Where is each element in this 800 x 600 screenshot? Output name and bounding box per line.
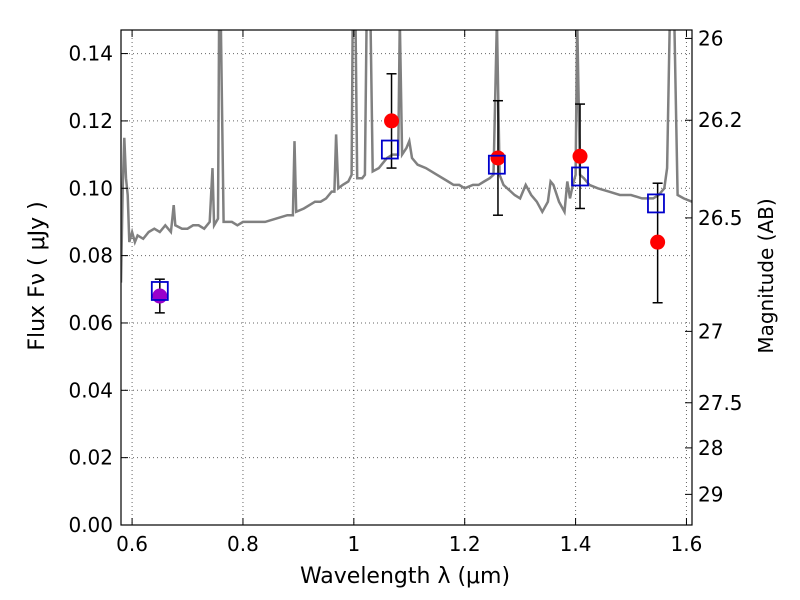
y-tick-label: 0.14 — [68, 42, 113, 66]
y-tick-label: 0.02 — [68, 446, 113, 470]
y-tick-label: 0.12 — [68, 109, 113, 133]
x-tick-label: 1.4 — [560, 532, 592, 556]
model-point — [150, 281, 169, 301]
spectrum-series — [121, 30, 692, 283]
grid-lines — [121, 30, 692, 526]
y-tick-label: 0.00 — [68, 513, 113, 537]
y-axis-label: Flux Fν ( μJy ) — [25, 201, 50, 350]
axes: 0.6 0.8 1 1.2 1.4 1.6 0.00 0.02 0.04 0.06 0.08 0.10… — [68, 26, 742, 556]
mag-tick-label: 26.2 — [698, 108, 743, 132]
model-point — [571, 166, 589, 187]
y-tick-label: 0.08 — [68, 244, 113, 268]
mag-tick-label: 29 — [698, 482, 723, 506]
observed-point — [572, 148, 588, 164]
observed-point — [384, 113, 400, 129]
mag-tick-label: 26 — [698, 26, 723, 50]
x-axis-label: Wavelength λ (μm) — [300, 564, 510, 589]
y2-axis-label: Magnitude (AB) — [754, 198, 778, 353]
x-tick-label: 1.6 — [671, 532, 703, 556]
x-tick-label: 0.8 — [227, 532, 259, 556]
observed-point — [650, 234, 666, 250]
x-tick-label: 1.2 — [449, 532, 481, 556]
mag-tick-label: 27.5 — [698, 391, 743, 415]
spectrum-line — [121, 30, 692, 283]
photometry-points — [150, 73, 666, 314]
mag-tick-label: 27 — [698, 319, 723, 343]
y-tick-label: 0.06 — [68, 311, 113, 335]
model-point — [380, 139, 399, 160]
plot-frame — [120, 29, 693, 526]
y-tick-label: 0.04 — [68, 378, 113, 402]
model-point — [647, 193, 665, 214]
y-tick-label: 0.10 — [68, 176, 113, 200]
x-tick-label: 1 — [347, 532, 360, 556]
observed-point — [152, 288, 168, 304]
model-point — [487, 154, 506, 175]
observed-point — [490, 150, 506, 166]
mag-tick-label: 26.5 — [698, 206, 743, 230]
mag-tick-label: 28 — [698, 436, 723, 460]
x-tick-label: 0.6 — [116, 532, 148, 556]
